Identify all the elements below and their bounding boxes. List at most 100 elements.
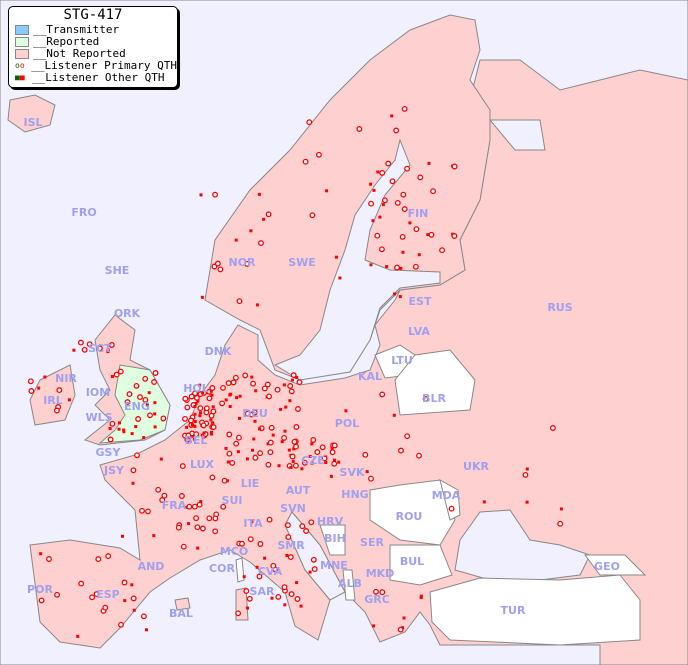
listener-other-qth <box>225 479 229 483</box>
listener-primary-qth <box>186 503 193 510</box>
listener-primary-qth <box>270 562 277 569</box>
country-label-ltu: LTU <box>391 354 413 367</box>
listener-other-qth <box>199 193 203 197</box>
listener-primary-qth <box>315 151 322 158</box>
listener-primary-qth <box>161 492 168 499</box>
listener-primary-qth <box>89 594 96 601</box>
listener-primary-qth <box>180 543 187 550</box>
listener-primary-qth <box>310 556 317 563</box>
listener-primary-qth <box>404 433 411 440</box>
listener-other-qth <box>250 375 254 379</box>
listener-other-qth <box>236 450 240 454</box>
country-label-por: POR <box>27 583 53 596</box>
listener-other-qth <box>277 464 281 468</box>
listener-other-qth <box>224 446 228 450</box>
country-label-gsy: GSY <box>96 446 122 459</box>
listener-primary-qth <box>356 126 363 132</box>
country-label-hng: HNG <box>341 488 368 501</box>
listener-other-qth <box>376 170 380 174</box>
listener-primary-qth <box>439 247 446 254</box>
listener-primary-qth <box>212 515 219 522</box>
listener-other-qth <box>255 303 259 307</box>
listener-other-qth <box>118 421 121 425</box>
listener-primary-qth <box>416 452 422 459</box>
listener-primary-qth <box>451 163 458 170</box>
listener-other-qth <box>67 398 71 402</box>
listener-primary-qth <box>291 438 298 445</box>
legend-reported: __Reported <box>9 36 177 48</box>
legend-other-qth: ■■ __Listener Other QTH <box>15 71 165 84</box>
listener-other-qth <box>211 405 215 409</box>
listener-primary-qth <box>77 339 84 346</box>
listener-other-qth <box>271 433 275 437</box>
listener-primary-qth <box>86 341 93 348</box>
listener-primary-qth <box>121 579 128 586</box>
listener-other-qth <box>295 581 299 585</box>
listener-other-qth <box>190 423 194 427</box>
listener-primary-qth <box>142 396 149 403</box>
listener-other-qth <box>39 552 43 556</box>
country-label-hrv: HRV <box>317 515 344 528</box>
listener-other-qth <box>159 457 163 461</box>
listener-other-qth <box>263 556 267 560</box>
legend-transmitter: __Transmitter <box>9 24 177 36</box>
country-label-lux: LUX <box>190 458 215 471</box>
listener-primary-qth <box>385 160 392 167</box>
listener-primary-qth <box>182 395 189 402</box>
listener-primary-qth <box>236 298 243 305</box>
listener-primary-qth <box>147 412 153 419</box>
listener-primary-qth <box>557 520 564 527</box>
listener-primary-qth <box>209 474 216 481</box>
listener-other-qth <box>381 203 385 207</box>
listener-primary-qth <box>290 372 297 379</box>
listener-other-qth <box>134 425 138 429</box>
rou <box>369 479 456 546</box>
listener-other-qth <box>196 399 200 403</box>
listener-primary-qth <box>292 462 299 469</box>
listener-other-qth <box>246 606 249 610</box>
listener-primary-qth <box>96 345 103 352</box>
map-title: STG-417 <box>63 7 123 23</box>
listener-primary-qth <box>257 541 264 547</box>
country-label-lie: LIE <box>241 477 260 490</box>
country-label-bih: BIH <box>324 532 346 545</box>
country-label-ser: SER <box>360 536 384 549</box>
listener-other-qth <box>201 391 205 395</box>
listener-primary-qth <box>244 260 251 267</box>
mda <box>439 479 461 521</box>
listener-primary-qth <box>264 381 271 388</box>
listener-other-qth <box>333 458 336 462</box>
blr <box>394 349 476 416</box>
listener-other-qth <box>198 414 202 418</box>
listener-primary-qth <box>175 524 182 531</box>
listener-primary-qth <box>185 432 192 439</box>
country-label-svn: SVN <box>280 502 306 515</box>
listener-primary-qth <box>294 596 301 602</box>
listener-other-qth <box>209 389 213 393</box>
listener-primary-qth <box>182 415 188 422</box>
country-label-sar: SAR <box>250 585 275 598</box>
listener-other-qth <box>202 431 206 435</box>
listener-other-qth <box>300 467 304 471</box>
listener-primary-qth <box>331 460 338 467</box>
listener-primary-qth <box>145 508 151 515</box>
listener-primary-qth <box>233 440 240 447</box>
listener-primary-qth <box>399 233 406 240</box>
listener-other-qth <box>372 624 376 628</box>
listener-other-qth <box>250 520 254 524</box>
country-label-ita: ITA <box>243 517 263 530</box>
listener-primary-qth <box>306 119 313 126</box>
listener-other-qth <box>310 461 314 465</box>
listener-primary-qth <box>284 522 291 529</box>
listener-primary-qth <box>413 226 420 233</box>
listener-primary-qth <box>287 554 294 561</box>
listener-other-qth <box>334 255 338 259</box>
geo <box>584 554 647 576</box>
listener-other-qth <box>371 219 375 223</box>
country-label-eng: ENG <box>124 400 150 413</box>
country-label-ukr: UKR <box>463 460 489 473</box>
country-label-bul: BUL <box>400 555 424 568</box>
listener-other-qth <box>193 405 197 408</box>
listener-other-qth <box>226 460 230 464</box>
listener-primary-qth <box>412 263 419 270</box>
